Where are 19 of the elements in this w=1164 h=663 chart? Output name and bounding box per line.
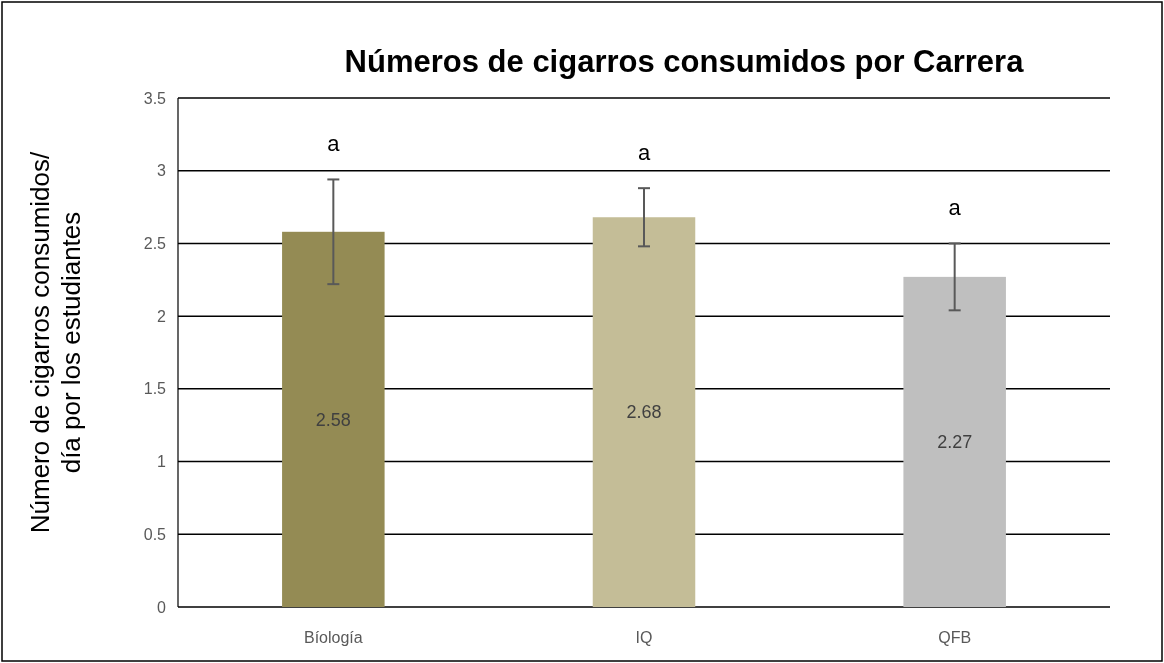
x-tick-label: IQ [635,629,653,646]
annotation: a [948,195,962,221]
y-tick-label: 0.5 [143,525,167,543]
chart-title: Números de cigarros consumidos por Carrera [344,44,1025,79]
y-tick-label: 1.5 [143,380,167,398]
y-tick-label: 1 [157,453,167,471]
y-tick-label: 3 [157,162,167,180]
y-tick-label: 0 [157,598,167,616]
data-label: 2.58 [315,409,351,430]
y-axis-title: Número de cigarros consumidos/ día por los estudiantes [25,150,86,534]
data-label: 2.27 [937,432,973,453]
annotation: a [327,131,341,157]
annotation: a [637,140,651,166]
y-tick-label: 3.5 [143,89,167,107]
y-tick-label: 2.5 [143,235,167,253]
y-tick-label: 2 [157,307,167,325]
data-label: 2.68 [626,402,662,423]
x-tick-label: QFB [938,629,972,646]
x-tick-label: Bíología [303,629,363,646]
